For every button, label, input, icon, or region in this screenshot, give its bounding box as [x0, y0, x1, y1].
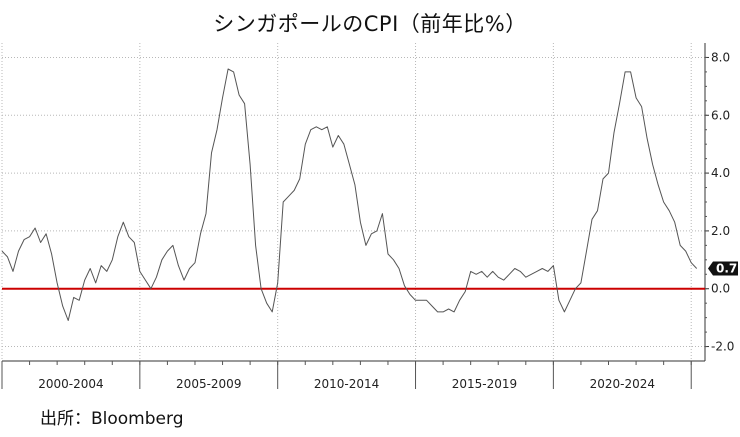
chart-title: シンガポールのCPI（前年比%） — [213, 12, 527, 36]
y-tick-label: -2.0 — [711, 340, 734, 354]
chart-frame — [2, 43, 706, 362]
y-tick-label: 2.0 — [711, 224, 730, 238]
y-axis-ticks: 8.0 6.0 4.0 2.0 0.0 -2.0 — [705, 50, 734, 354]
last-value-label: 0.7 — [716, 261, 737, 275]
x-period-label: 2015-2019 — [452, 377, 517, 391]
y-tick-label: 8.0 — [711, 50, 730, 64]
series-layer — [1, 68, 698, 321]
source-note: 出所：Bloomberg — [40, 409, 184, 429]
y-tick-label: 6.0 — [711, 108, 730, 122]
x-period-label: 2010-2014 — [314, 377, 379, 391]
x-period-label: 2000-2004 — [38, 377, 103, 391]
last-value-badge-group: 0.7 — [708, 261, 738, 276]
x-period-label: 2020-2024 — [590, 377, 655, 391]
y-tick-label: 0.0 — [711, 282, 730, 296]
x-period-label: 2005-2009 — [176, 377, 241, 391]
last-value-badge — [708, 261, 738, 276]
y-tick-label: 4.0 — [711, 166, 730, 180]
x-axis-ticks: 2000-2004 2005-2009 2010-2014 2015-2019 2020… — [1, 361, 692, 391]
grid-lines — [1, 43, 705, 361]
cpi-series-line — [1, 68, 698, 321]
